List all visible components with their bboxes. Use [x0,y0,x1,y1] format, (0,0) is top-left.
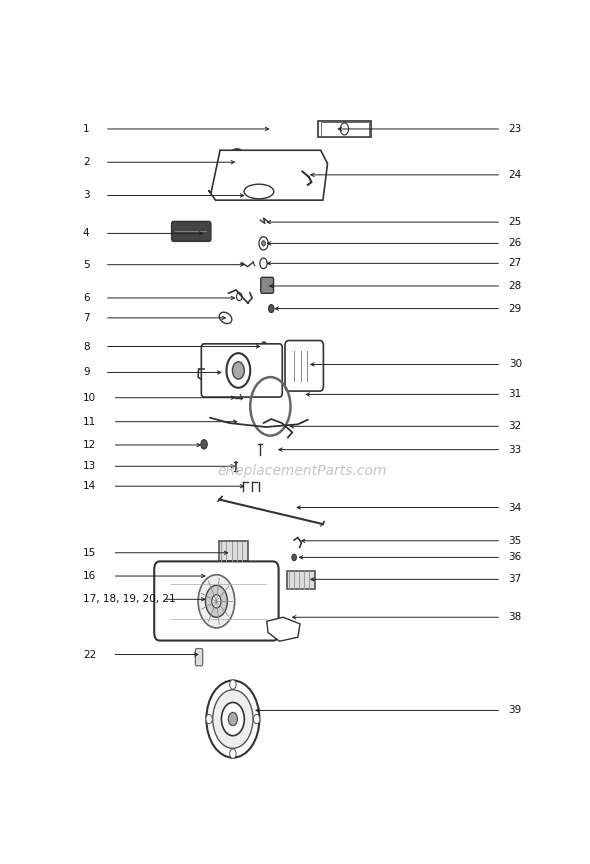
Text: eReplacementParts.com: eReplacementParts.com [218,464,387,478]
Ellipse shape [219,312,232,324]
Circle shape [261,342,267,350]
Text: 4: 4 [83,228,90,238]
Text: 17, 18, 19, 20, 21: 17, 18, 19, 20, 21 [83,594,175,604]
Text: 31: 31 [509,390,522,399]
FancyBboxPatch shape [201,344,282,397]
Text: 7: 7 [83,313,90,323]
Ellipse shape [244,184,274,199]
Text: 3: 3 [83,190,90,200]
Circle shape [213,689,253,748]
Text: 27: 27 [509,258,522,269]
Text: 2: 2 [83,157,90,168]
Text: 8: 8 [83,341,90,352]
Text: 33: 33 [509,445,522,454]
Circle shape [230,749,236,759]
Text: 23: 23 [509,124,522,134]
FancyBboxPatch shape [285,340,323,391]
Text: 25: 25 [509,217,522,227]
Circle shape [268,305,274,313]
Text: 13: 13 [83,461,96,471]
Text: 15: 15 [83,548,96,558]
Text: 1: 1 [83,124,90,134]
Text: 16: 16 [83,571,96,581]
Text: 30: 30 [509,359,522,370]
Polygon shape [196,569,210,586]
FancyBboxPatch shape [321,123,369,136]
FancyBboxPatch shape [261,277,274,293]
Text: 39: 39 [509,705,522,715]
Circle shape [232,156,241,168]
Text: 11: 11 [83,416,96,427]
Text: 14: 14 [83,481,96,492]
Polygon shape [209,150,327,200]
Circle shape [232,362,244,379]
Text: 36: 36 [509,552,522,562]
Circle shape [221,702,244,736]
Circle shape [205,585,227,617]
Circle shape [206,715,212,724]
Polygon shape [267,617,300,641]
FancyBboxPatch shape [219,542,248,562]
Text: 9: 9 [83,367,90,378]
Circle shape [254,715,260,724]
FancyBboxPatch shape [154,562,278,640]
FancyBboxPatch shape [319,121,371,137]
Circle shape [262,241,266,246]
Text: 5: 5 [83,260,90,270]
Circle shape [237,293,242,301]
FancyBboxPatch shape [195,649,203,666]
Text: 37: 37 [509,575,522,584]
Text: 22: 22 [83,650,96,659]
Circle shape [206,681,260,758]
Circle shape [230,680,236,689]
Text: 24: 24 [509,170,522,180]
Text: 6: 6 [83,293,90,303]
FancyBboxPatch shape [287,571,315,589]
FancyBboxPatch shape [172,221,211,241]
Circle shape [212,594,221,608]
Circle shape [227,353,250,388]
Circle shape [340,123,349,135]
Text: 26: 26 [509,238,522,248]
Text: 10: 10 [83,393,96,403]
Text: 32: 32 [509,422,522,431]
Circle shape [228,713,237,726]
Text: 12: 12 [83,440,96,450]
Text: 28: 28 [509,281,522,291]
Circle shape [292,554,296,561]
Text: 29: 29 [509,303,522,314]
Circle shape [201,440,207,449]
Text: 38: 38 [509,613,522,622]
Circle shape [228,149,246,175]
Text: 34: 34 [509,503,522,512]
Text: 35: 35 [509,536,522,546]
Circle shape [198,575,235,628]
